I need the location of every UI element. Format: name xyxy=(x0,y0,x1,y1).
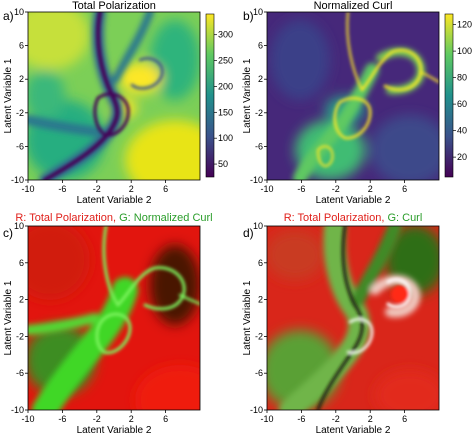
y-tick-label: 2 xyxy=(258,74,263,84)
y-tick-label: -2 xyxy=(255,108,263,118)
y-tick-label: 10 xyxy=(14,221,24,231)
y-tick-label: 6 xyxy=(258,41,263,51)
x-tick-label: 6 xyxy=(402,414,407,424)
x-tick-label: -6 xyxy=(58,414,66,424)
y-tick-label: 2 xyxy=(19,295,24,305)
axes-frame xyxy=(266,11,440,181)
y-tick-label: -6 xyxy=(16,368,24,378)
chart-title: R: Total Polarization, G: Normalized Cur… xyxy=(15,212,212,224)
colorbar-tick-label: 40 xyxy=(457,126,467,136)
x-tick-label: -10 xyxy=(260,184,273,194)
x-tick-label: -6 xyxy=(297,414,305,424)
colorbar-tick-label: 300 xyxy=(218,30,233,40)
x-tick-label: -6 xyxy=(58,184,66,194)
colorbar-tick-label: 50 xyxy=(218,159,228,169)
chart-title: Total Polarization xyxy=(72,0,156,12)
title-part: G: Normalized Curl xyxy=(119,212,213,224)
y-tick-label: 10 xyxy=(253,7,263,17)
heatmap-c xyxy=(28,226,200,410)
y-tick-label: -10 xyxy=(11,405,24,415)
heatmap-a xyxy=(28,12,200,180)
y-tick-label: -10 xyxy=(250,405,263,415)
x-tick-label: 6 xyxy=(163,184,168,194)
y-tick-label: -6 xyxy=(16,141,24,151)
x-tick-label: -2 xyxy=(93,184,101,194)
y-tick-label: -2 xyxy=(255,331,263,341)
axes-frame xyxy=(27,225,201,411)
labels-layer: a) Total Polarization -10 -6 -2 2 6 10 6 2 -2 -6 -10… xyxy=(3,0,472,434)
title-part: R: Total Polarization, xyxy=(15,212,119,224)
x-tick-label: 2 xyxy=(368,414,373,424)
x-axis-label: Latent Variable 2 xyxy=(77,425,152,434)
x-tick-label: -10 xyxy=(260,414,273,424)
y-axis-label: Latent Variable 1 xyxy=(3,280,14,355)
colorbar-tick-label: 150 xyxy=(218,107,233,117)
panel-label: d) xyxy=(243,226,254,240)
y-tick-label: 2 xyxy=(258,295,263,305)
y-tick-label: -2 xyxy=(16,108,24,118)
y-tick-label: 6 xyxy=(19,41,24,51)
x-axis-label: Latent Variable 2 xyxy=(316,195,391,206)
x-tick-label: -10 xyxy=(21,184,34,194)
colorbar-b xyxy=(444,13,454,178)
y-tick-label: 6 xyxy=(19,258,24,268)
y-tick-label: 10 xyxy=(14,7,24,17)
panel-d xyxy=(266,225,440,411)
colorbar-tick-label: 250 xyxy=(218,56,233,66)
title-part: G: Curl xyxy=(387,212,422,224)
panel-c xyxy=(27,225,201,411)
title-part: R: Total Polarization, xyxy=(284,212,388,224)
y-tick-label: 2 xyxy=(19,74,24,84)
y-tick-label: -10 xyxy=(11,175,24,185)
x-tick-label: -2 xyxy=(93,414,101,424)
colorbar-tick-label: 100 xyxy=(457,46,472,56)
y-axis-label: Latent Variable 1 xyxy=(242,280,253,355)
y-tick-label: -10 xyxy=(250,175,263,185)
x-tick-label: 6 xyxy=(163,414,168,424)
y-tick-label: -6 xyxy=(255,368,263,378)
y-tick-label: 10 xyxy=(253,221,263,231)
y-tick-label: 6 xyxy=(258,258,263,268)
y-tick-label: -6 xyxy=(255,141,263,151)
x-tick-label: 6 xyxy=(402,184,407,194)
x-tick-label: 2 xyxy=(129,184,134,194)
colorbar-tick-label: 120 xyxy=(457,20,472,30)
x-axis-label: Latent Variable 2 xyxy=(77,195,152,206)
x-tick-label: -10 xyxy=(21,414,34,424)
heatmap-b xyxy=(267,12,439,180)
y-axis-label: Latent Variable 1 xyxy=(3,58,14,133)
x-axis-label: Latent Variable 2 xyxy=(316,425,391,434)
colorbar-tick-label: 20 xyxy=(457,152,467,162)
panel-a xyxy=(27,11,215,181)
panel-label: a) xyxy=(3,9,14,23)
x-tick-label: -2 xyxy=(332,414,340,424)
colorbar-tick-label: 100 xyxy=(218,133,233,143)
colorbar-tick-label: 80 xyxy=(457,73,467,83)
colorbar-a xyxy=(205,13,215,178)
panel-label: b) xyxy=(243,9,254,23)
panel-label: c) xyxy=(3,226,13,240)
x-tick-label: -2 xyxy=(332,184,340,194)
colorbar-tick-label: 60 xyxy=(457,99,467,109)
axes-frame xyxy=(27,11,201,181)
x-tick-label: -6 xyxy=(297,184,305,194)
axes-frame xyxy=(266,225,440,411)
x-tick-label: 2 xyxy=(368,184,373,194)
panel-b xyxy=(266,11,454,181)
chart-title: R: Total Polarization, G: Curl xyxy=(284,212,423,224)
heatmap-d xyxy=(267,226,439,410)
y-axis-label: Latent Variable 1 xyxy=(242,58,253,133)
x-tick-label: 2 xyxy=(129,414,134,424)
chart-title: Normalized Curl xyxy=(314,0,393,12)
colorbar-tick-label: 200 xyxy=(218,81,233,91)
y-tick-label: -2 xyxy=(16,331,24,341)
